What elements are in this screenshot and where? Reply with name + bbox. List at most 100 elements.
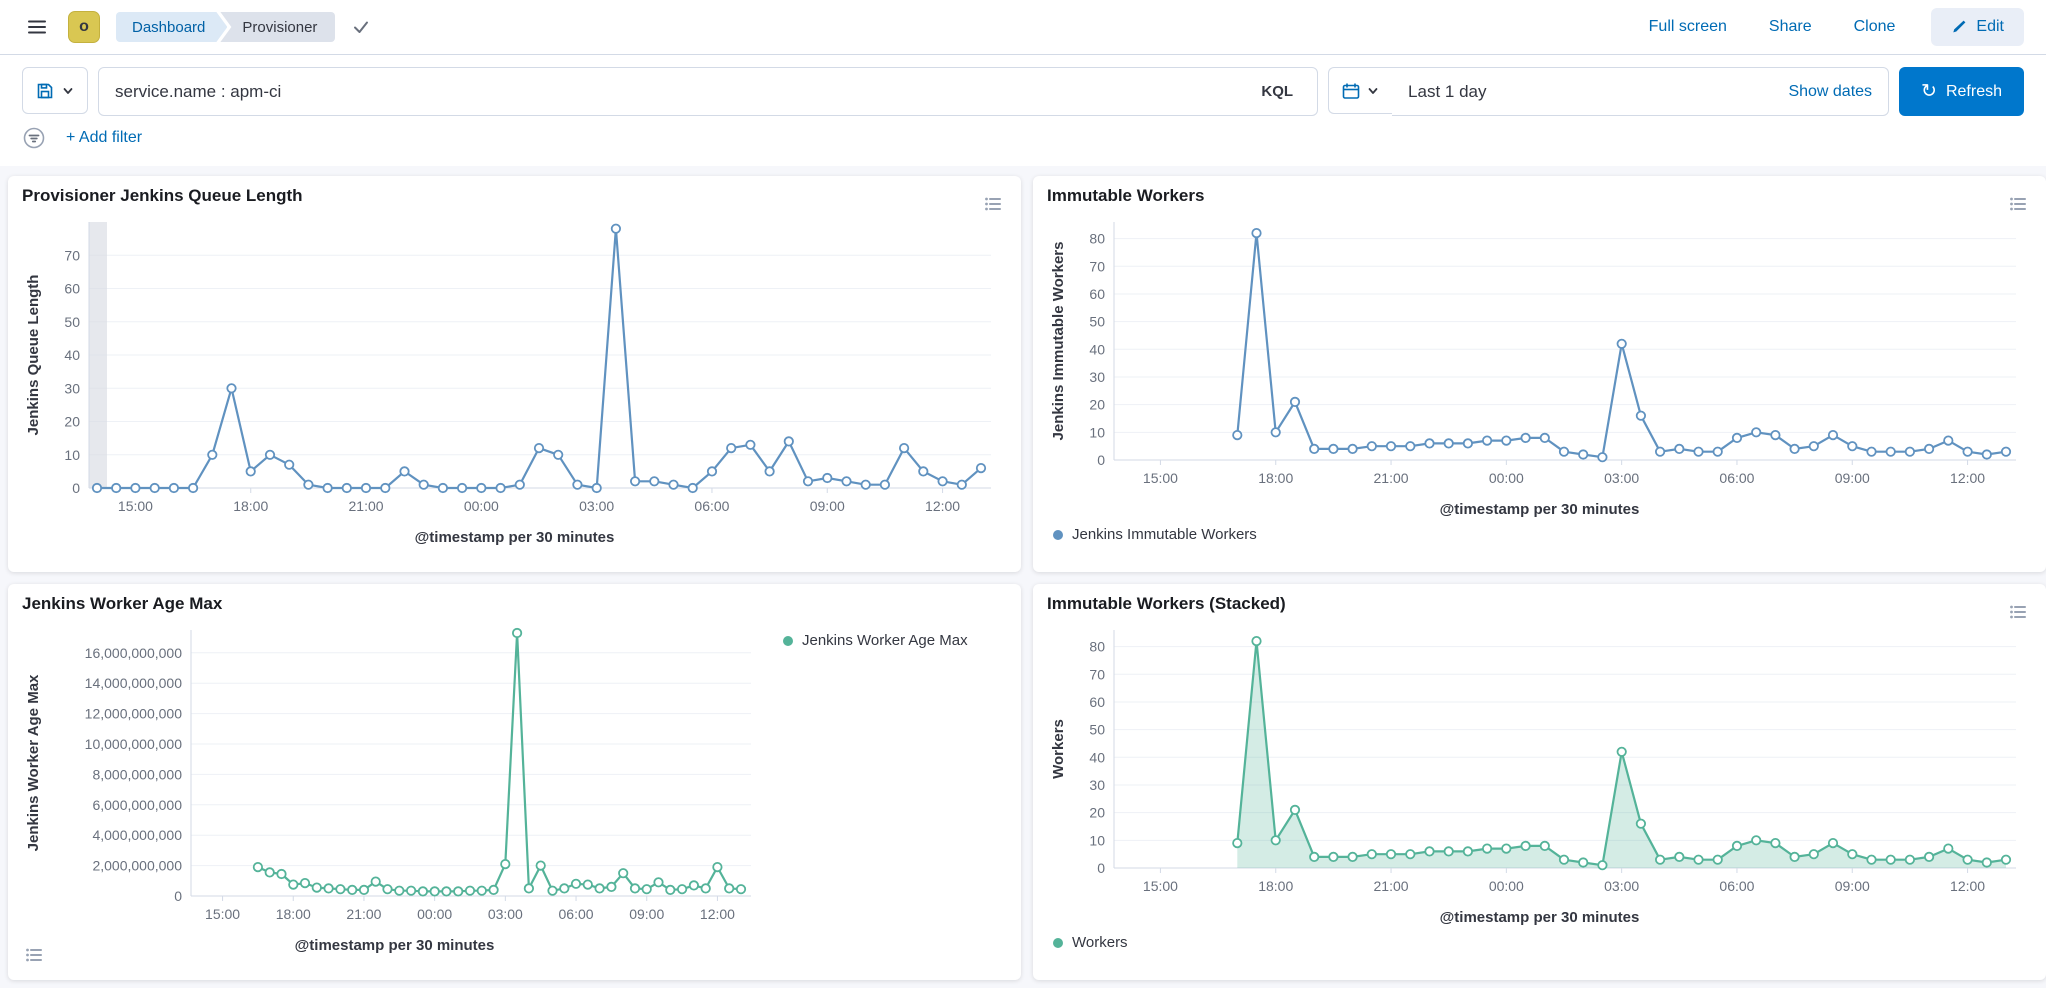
worker-age-max-chart[interactable]: 0 2,000,000,000 4,000,000,000 6,000,000,000…	[22, 618, 767, 930]
immutable-workers-stacked-chart[interactable]: 0 10 20 30 40 50 60 70 80 15:00 18:00 21:00 00:00 03:…	[1047, 618, 2032, 902]
svg-text:Jenkins Queue Length: Jenkins Queue Length	[25, 275, 42, 436]
svg-text:12:00: 12:00	[925, 498, 960, 514]
queue-length-chart[interactable]: 0 10 20 30 40 50 60 70 15:00 18:00 21:00 00:00 03:00…	[22, 210, 1007, 522]
svg-text:00:00: 00:00	[1489, 470, 1524, 486]
legend-toggle-icon[interactable]	[2006, 192, 2030, 219]
immutable-workers-chart[interactable]: 0 10 20 30 40 50 60 70 80 15:00 18:00 21:00 00:00 03:…	[1047, 210, 2032, 494]
legend-label: Workers	[1072, 934, 1128, 951]
show-dates-button[interactable]: Show dates	[1772, 83, 1888, 101]
svg-text:30: 30	[1089, 777, 1105, 793]
svg-text:60: 60	[1089, 286, 1105, 302]
svg-text:18:00: 18:00	[1258, 878, 1293, 894]
clone-button[interactable]: Clone	[1848, 17, 1902, 37]
svg-text:15:00: 15:00	[118, 498, 153, 514]
legend-toggle-icon[interactable]	[22, 943, 46, 970]
svg-text:4,000,000,000: 4,000,000,000	[92, 827, 182, 843]
svg-text:12:00: 12:00	[1950, 470, 1985, 486]
space-avatar[interactable]: o	[68, 11, 100, 43]
svg-text:03:00: 03:00	[488, 906, 523, 922]
svg-text:06:00: 06:00	[1719, 470, 1754, 486]
panel-jenkins-worker-age-max: Jenkins Worker Age Max 0 2,000,000,000 4,0…	[8, 584, 1021, 980]
x-axis-label: @timestamp per 30 minutes	[1439, 501, 1640, 518]
refresh-button[interactable]: ↻ Refresh	[1899, 67, 2024, 116]
kql-query-input[interactable]: service.name : apm-ci KQL	[98, 67, 1319, 116]
svg-text:15:00: 15:00	[1143, 878, 1178, 894]
refresh-icon: ↻	[1921, 81, 1937, 102]
svg-text:00:00: 00:00	[417, 906, 452, 922]
date-quick-select-button[interactable]	[1328, 67, 1393, 114]
svg-text:20: 20	[64, 414, 80, 430]
svg-text:70: 70	[1089, 666, 1105, 682]
breadcrumb-dashboard[interactable]: Dashboard	[116, 12, 227, 42]
svg-text:03:00: 03:00	[1604, 470, 1639, 486]
hamburger-menu-icon[interactable]	[22, 12, 52, 42]
svg-text:14,000,000,000: 14,000,000,000	[85, 675, 183, 691]
panel-immutable-workers-stacked: Immutable Workers (Stacked) 0 10 20 30 40 50 6…	[1033, 584, 2046, 980]
legend-item[interactable]: Jenkins Immutable Workers	[1047, 526, 2032, 543]
svg-text:10: 10	[64, 447, 80, 463]
svg-text:30: 30	[1089, 369, 1105, 385]
full-screen-button[interactable]: Full screen	[1643, 17, 1733, 37]
svg-text:8,000,000,000: 8,000,000,000	[92, 766, 182, 782]
svg-text:10: 10	[1089, 832, 1105, 848]
svg-text:03:00: 03:00	[1604, 878, 1639, 894]
panel-immutable-workers: Immutable Workers 0 10 20 30 40 50 60 70 80 15:00…	[1033, 176, 2046, 572]
kql-language-button[interactable]: KQL	[1261, 83, 1294, 100]
legend-label: Jenkins Worker Age Max	[802, 632, 968, 649]
svg-text:06:00: 06:00	[1719, 878, 1754, 894]
svg-text:Jenkins Worker Age Max: Jenkins Worker Age Max	[25, 674, 42, 851]
svg-text:03:00: 03:00	[579, 498, 614, 514]
legend-item[interactable]: Jenkins Worker Age Max	[777, 632, 1007, 649]
svg-text:21:00: 21:00	[1374, 470, 1409, 486]
breadcrumb: Dashboard Provisioner	[116, 12, 336, 42]
legend-toggle-icon[interactable]	[981, 192, 1005, 219]
svg-text:15:00: 15:00	[1143, 470, 1178, 486]
legend-dot	[1053, 937, 1063, 948]
time-range-value[interactable]: Last 1 day	[1408, 81, 1487, 101]
pencil-icon	[1951, 19, 1967, 35]
svg-text:12:00: 12:00	[700, 906, 735, 922]
svg-text:10,000,000,000: 10,000,000,000	[85, 736, 183, 752]
svg-text:18:00: 18:00	[233, 498, 268, 514]
svg-text:12:00: 12:00	[1950, 878, 1985, 894]
date-range-control[interactable]: Last 1 day Show dates	[1392, 67, 1890, 116]
chevron-down-icon	[1366, 84, 1380, 98]
svg-text:15:00: 15:00	[205, 906, 240, 922]
svg-text:70: 70	[1089, 258, 1105, 274]
legend-item[interactable]: Workers	[1047, 934, 2032, 951]
svg-text:40: 40	[1089, 749, 1105, 765]
add-filter-button[interactable]: + Add filter	[60, 128, 148, 148]
top-nav-bar: o Dashboard Provisioner Full screen Shar…	[0, 0, 2046, 55]
breadcrumb-provisioner: Provisioner	[220, 12, 336, 42]
svg-text:06:00: 06:00	[694, 498, 729, 514]
svg-text:09:00: 09:00	[1835, 470, 1870, 486]
saved-query-menu-button[interactable]	[22, 67, 88, 114]
svg-text:09:00: 09:00	[1835, 878, 1870, 894]
x-axis-label: @timestamp per 30 minutes	[414, 529, 615, 546]
svg-text:0: 0	[72, 480, 80, 496]
svg-text:80: 80	[1089, 639, 1105, 655]
legend-toggle-icon[interactable]	[2006, 600, 2030, 627]
svg-text:21:00: 21:00	[1374, 878, 1409, 894]
query-text: service.name : apm-ci	[115, 81, 282, 101]
edit-button[interactable]: Edit	[1931, 8, 2024, 46]
panel-title: Immutable Workers	[1047, 186, 1205, 205]
svg-text:Workers: Workers	[1050, 719, 1067, 779]
svg-text:50: 50	[1089, 722, 1105, 738]
calendar-icon	[1341, 81, 1361, 101]
svg-text:60: 60	[64, 281, 80, 297]
svg-text:18:00: 18:00	[1258, 470, 1293, 486]
panel-provisioner-jenkins-queue-length: Provisioner Jenkins Queue Length 0 10 20 30…	[8, 176, 1021, 572]
panel-title: Immutable Workers (Stacked)	[1047, 594, 1286, 613]
svg-text:09:00: 09:00	[629, 906, 664, 922]
svg-text:12,000,000,000: 12,000,000,000	[85, 706, 183, 722]
share-button[interactable]: Share	[1763, 17, 1818, 37]
svg-text:0: 0	[1097, 860, 1105, 876]
svg-text:06:00: 06:00	[559, 906, 594, 922]
svg-text:30: 30	[64, 380, 80, 396]
svg-text:00:00: 00:00	[1489, 878, 1524, 894]
filter-bar: + Add filter	[22, 116, 2024, 162]
svg-text:50: 50	[1089, 314, 1105, 330]
filter-icon[interactable]	[22, 126, 46, 150]
legend-dot	[1053, 529, 1063, 540]
